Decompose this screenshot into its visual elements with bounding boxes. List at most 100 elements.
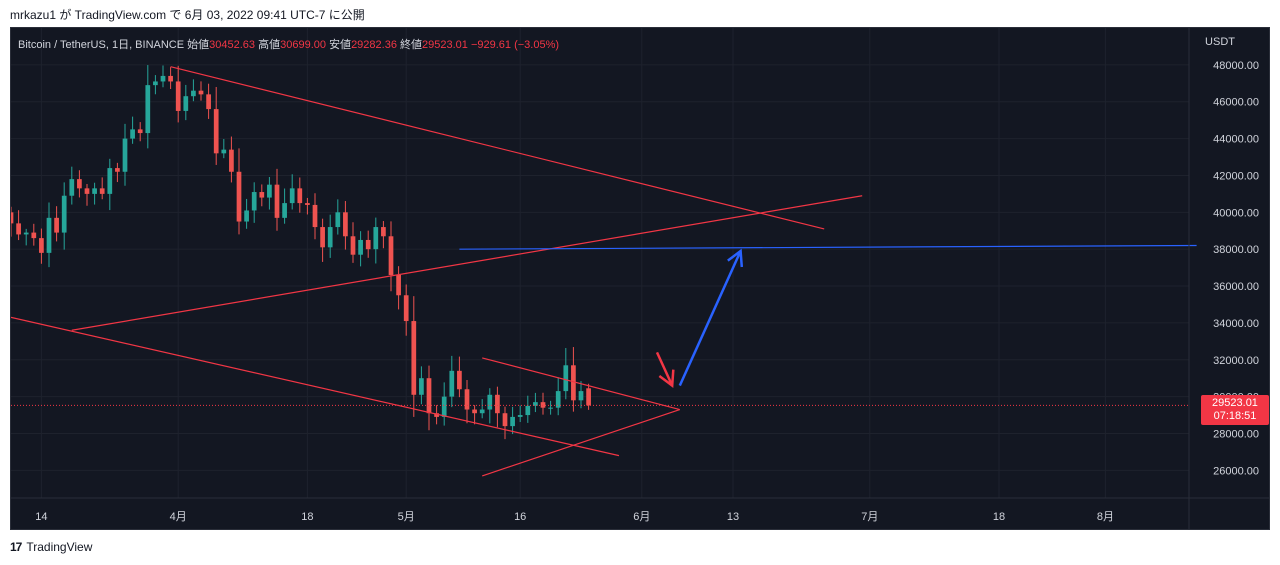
y-tick-label: 38000.00 xyxy=(1213,244,1259,256)
candle-body xyxy=(457,370,462,390)
candle-body xyxy=(213,109,219,154)
y-tick-label: 42000.00 xyxy=(1213,170,1259,182)
candle-body xyxy=(297,188,303,204)
candlestick-chart[interactable]: 26000.0028000.0030000.0032000.0034000.00… xyxy=(11,28,1269,529)
candle-body xyxy=(381,227,386,237)
candle-body xyxy=(46,217,52,253)
candle-body xyxy=(365,239,371,250)
candle-body xyxy=(449,370,455,397)
open-value: 30452.63 xyxy=(209,39,256,51)
x-tick-label: 5月 xyxy=(398,511,415,523)
candle-body xyxy=(525,405,531,416)
blue-up-arrow-head xyxy=(727,248,744,268)
candle-body xyxy=(548,407,553,409)
tradingview-brand: TradingView xyxy=(26,540,93,554)
candle-body xyxy=(183,96,189,111)
x-tick-label: 4月 xyxy=(170,511,187,523)
currency-label[interactable]: USDT xyxy=(1205,36,1235,48)
candle-body xyxy=(61,195,67,233)
candle-body xyxy=(77,179,82,189)
rising-line[interactable] xyxy=(71,195,863,331)
current-price-value: 29523.01 xyxy=(1212,397,1258,410)
candle-body xyxy=(153,81,158,86)
red-down-arrow-head xyxy=(658,369,675,388)
footer[interactable]: 17 TradingView xyxy=(10,540,92,554)
candle-body xyxy=(31,232,37,239)
candle-body xyxy=(350,236,356,255)
low-value: 29282.36 xyxy=(351,39,397,51)
candle-body xyxy=(191,90,196,97)
upper-descending-line[interactable] xyxy=(170,66,825,230)
y-tick-label: 46000.00 xyxy=(1213,97,1259,109)
y-tick-label: 44000.00 xyxy=(1213,134,1259,146)
close-value: 29523.01 xyxy=(422,39,468,51)
candle-body xyxy=(441,396,447,417)
candle-body xyxy=(236,171,242,222)
candle-body xyxy=(517,415,523,417)
x-tick-label: 18 xyxy=(301,511,313,523)
candle-body xyxy=(586,388,591,406)
candle-body xyxy=(533,402,538,406)
candle-body xyxy=(84,188,90,194)
candle-body xyxy=(160,75,166,82)
candle-body xyxy=(289,188,295,204)
candle-body xyxy=(145,85,151,134)
blue-up-arrow[interactable] xyxy=(678,250,742,387)
candle-body xyxy=(122,138,128,172)
candle-body xyxy=(137,129,143,134)
high-label: 高値 xyxy=(258,39,281,51)
grid xyxy=(11,28,1269,529)
candle-body xyxy=(464,389,470,410)
y-tick-label: 26000.00 xyxy=(1213,465,1259,477)
bar-countdown: 07:18:51 xyxy=(1213,410,1257,423)
candle-body xyxy=(206,94,211,110)
candle-body xyxy=(107,168,113,194)
open-label: 始値 xyxy=(187,39,210,51)
candle-body xyxy=(510,416,515,427)
ohlc-legend: Bitcoin / TetherUS, 1日, BINANCE 始値30452.… xyxy=(18,36,559,52)
y-tick-label: 40000.00 xyxy=(1213,207,1259,219)
y-tick-label: 28000.00 xyxy=(1213,428,1259,440)
chart-background xyxy=(11,28,1269,529)
candle-body xyxy=(16,223,21,235)
symbol-label[interactable]: Bitcoin / TetherUS, 1日, BINANCE xyxy=(18,39,185,51)
candle-body xyxy=(168,75,173,82)
red-down-arrow[interactable] xyxy=(655,351,674,387)
x-tick-label: 7月 xyxy=(861,511,878,523)
candle-body xyxy=(244,210,249,222)
candle-body xyxy=(312,204,318,228)
y-tick-label: 36000.00 xyxy=(1213,281,1259,293)
y-tick-label: 32000.00 xyxy=(1213,355,1259,367)
candle-body xyxy=(320,227,325,248)
candle-body xyxy=(335,212,341,228)
high-value: 30699.00 xyxy=(280,39,326,51)
current-price-tag: 29523.01 07:18:51 xyxy=(1201,395,1269,426)
triangle-upper-line[interactable] xyxy=(482,357,680,411)
low-label: 安値 xyxy=(329,39,352,51)
candle-body xyxy=(39,238,44,253)
x-tick-label: 6月 xyxy=(633,511,650,523)
y-tick-label: 48000.00 xyxy=(1213,60,1259,72)
x-tick-label: 8月 xyxy=(1097,511,1114,523)
candle-body xyxy=(11,212,14,224)
close-label: 終値 xyxy=(400,39,423,51)
x-tick-label: 16 xyxy=(514,511,526,523)
chart-panel[interactable]: 26000.0028000.0030000.0032000.0034000.00… xyxy=(10,27,1270,530)
candle-body xyxy=(419,378,424,395)
lower-descending-line[interactable] xyxy=(11,316,620,457)
candle-body xyxy=(274,184,280,218)
candle-body xyxy=(388,236,394,275)
candle-body xyxy=(426,378,432,414)
candle-body xyxy=(305,203,310,205)
candle-body xyxy=(479,409,485,414)
horizontal-resistance-line[interactable] xyxy=(459,244,1197,250)
candle-body xyxy=(282,203,287,218)
candle-body xyxy=(403,295,409,322)
triangle-lower-line[interactable] xyxy=(482,408,680,477)
candle-body xyxy=(130,129,135,139)
candle-body xyxy=(327,227,333,248)
candle-body xyxy=(259,192,265,198)
candle-body xyxy=(434,413,439,417)
candle-body xyxy=(555,391,561,408)
change-value: −929.61 (−3.05%) xyxy=(470,39,560,51)
